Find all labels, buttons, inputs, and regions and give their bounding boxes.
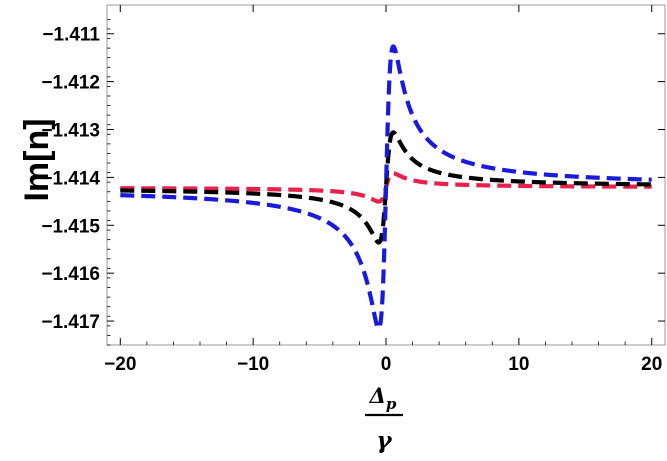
series-line — [118, 44, 654, 331]
x-tick-label: 0 — [381, 354, 392, 375]
y-tick-label: −1.411 — [42, 25, 100, 46]
svg-text:Δp: Δp — [369, 383, 397, 413]
y-axis-label: Im[n] — [18, 118, 56, 201]
y-tick-label: −1.417 — [41, 312, 100, 333]
axes-layer: −20 −10 0 10 20 −1.417 −1.416 −1.415 −1.414 −1.41… — [41, 5, 665, 375]
x-tick-label: −20 — [104, 354, 136, 375]
series-line — [118, 130, 654, 245]
y-tick-label: −1.415 — [41, 216, 100, 237]
x-label-denominator: γ — [376, 427, 393, 454]
y-tick-label: −1.416 — [41, 264, 100, 285]
x-tick-label: 10 — [508, 354, 529, 375]
x-tick-label: −10 — [237, 354, 269, 375]
x-label-subscript: p — [386, 395, 397, 413]
y-tick-label: −1.413 — [41, 121, 100, 142]
y-tick-label: −1.414 — [41, 168, 100, 189]
y-tick-label: −1.412 — [41, 73, 100, 94]
x-axis-label: Δp γ — [365, 383, 403, 454]
x-label-numerator: Δ — [369, 383, 386, 408]
x-tick-label: 20 — [641, 354, 662, 375]
series-layer — [118, 44, 654, 331]
